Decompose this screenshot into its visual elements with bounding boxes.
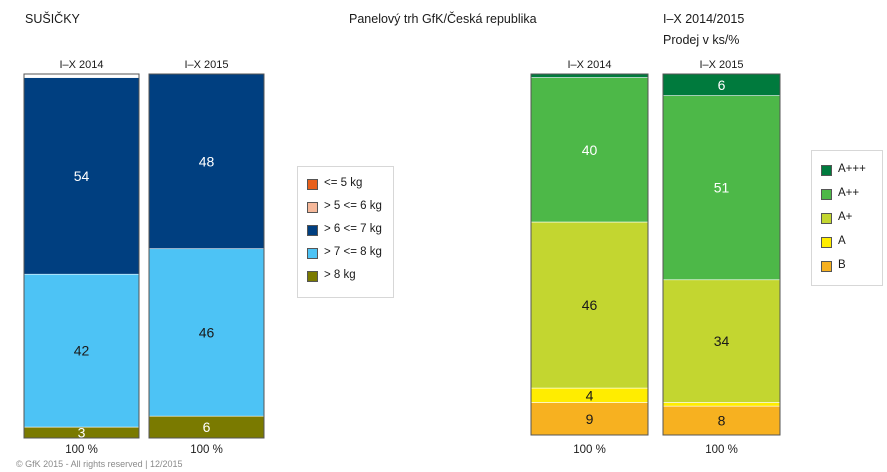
legend-label: A+++: [838, 163, 866, 175]
data-label: 40: [582, 142, 598, 158]
data-label: 4: [586, 387, 594, 403]
legend-swatch: [821, 237, 832, 248]
legend-swatch: [821, 261, 832, 272]
data-label: 46: [199, 324, 215, 340]
legend-swatch: [821, 189, 832, 200]
data-label: 3: [78, 425, 86, 441]
data-label: 42: [74, 343, 90, 359]
legend-swatch: [307, 179, 318, 190]
panel-title: Panelový trh GfK/Česká republika: [349, 12, 537, 26]
legend-label: > 7 <= 8 kg: [324, 246, 382, 258]
legend-swatch: [307, 271, 318, 282]
bar-segment-b: [530, 402, 649, 436]
data-label: 6: [203, 419, 211, 435]
data-label: 54: [74, 168, 90, 184]
category-label: I–X 2015: [699, 59, 743, 71]
legend-label: A++: [838, 187, 860, 199]
data-label: 6: [718, 77, 726, 93]
bar-outline: [148, 73, 265, 439]
data-label: 51: [714, 180, 730, 196]
legend-label: A+: [838, 211, 853, 223]
bar-segment-a: [662, 95, 781, 281]
bar-segment-6-7-kg: [148, 73, 265, 250]
data-label: 34: [714, 333, 730, 349]
legend-label: > 6 <= 7 kg: [324, 223, 382, 235]
data-label: 9: [586, 411, 594, 427]
data-label: 48: [199, 153, 215, 169]
bar-segment-a: [530, 73, 649, 78]
bar-segment-a: [662, 402, 781, 407]
legend-swatch: [307, 225, 318, 236]
total-label: 100 %: [65, 444, 98, 456]
category-label: I–X 2014: [567, 59, 611, 71]
total-label: 100 %: [705, 444, 738, 456]
bar-segment-6-7-kg: [23, 77, 140, 275]
bar-segment-a: [530, 221, 649, 389]
legend-swatch: [821, 165, 832, 176]
legend-swatch: [821, 213, 832, 224]
data-label: 46: [582, 297, 598, 313]
bar-segment-7-8-kg: [148, 248, 265, 417]
data-label: 8: [718, 413, 726, 429]
total-label: 100 %: [190, 444, 223, 456]
bar-outline: [23, 73, 140, 439]
category-label: I–X 2015: [184, 59, 228, 71]
legend-label: B: [838, 259, 846, 271]
legend-label: A: [838, 235, 846, 247]
legend-label: <= 5 kg: [324, 177, 363, 189]
total-label: 100 %: [573, 444, 606, 456]
legend-swatch: [307, 202, 318, 213]
segment-title: SUŠIČKY: [25, 12, 80, 26]
bar-segment-b: [662, 405, 781, 436]
legend-swatch: [307, 248, 318, 259]
bar-outline: [530, 73, 649, 436]
copyright-footer: © GfK 2015 - All rights reserved | 12/20…: [16, 459, 183, 469]
legend-label: > 5 <= 6 kg: [324, 200, 382, 212]
category-label: I–X 2014: [59, 59, 103, 71]
unit-label: Prodej v ks/%: [663, 33, 740, 47]
bar-outline: [662, 73, 781, 436]
bar-segment-a: [662, 279, 781, 403]
legend-weight: <= 5 kg > 5 <= 6 kg > 6 <= 7 kg > 7 <= 8 kg…: [297, 166, 394, 298]
legend-energy-class: A+++ A++ A+ A B: [811, 150, 883, 286]
period-label: I–X 2014/2015: [663, 12, 745, 26]
legend-label: > 8 kg: [324, 269, 356, 281]
